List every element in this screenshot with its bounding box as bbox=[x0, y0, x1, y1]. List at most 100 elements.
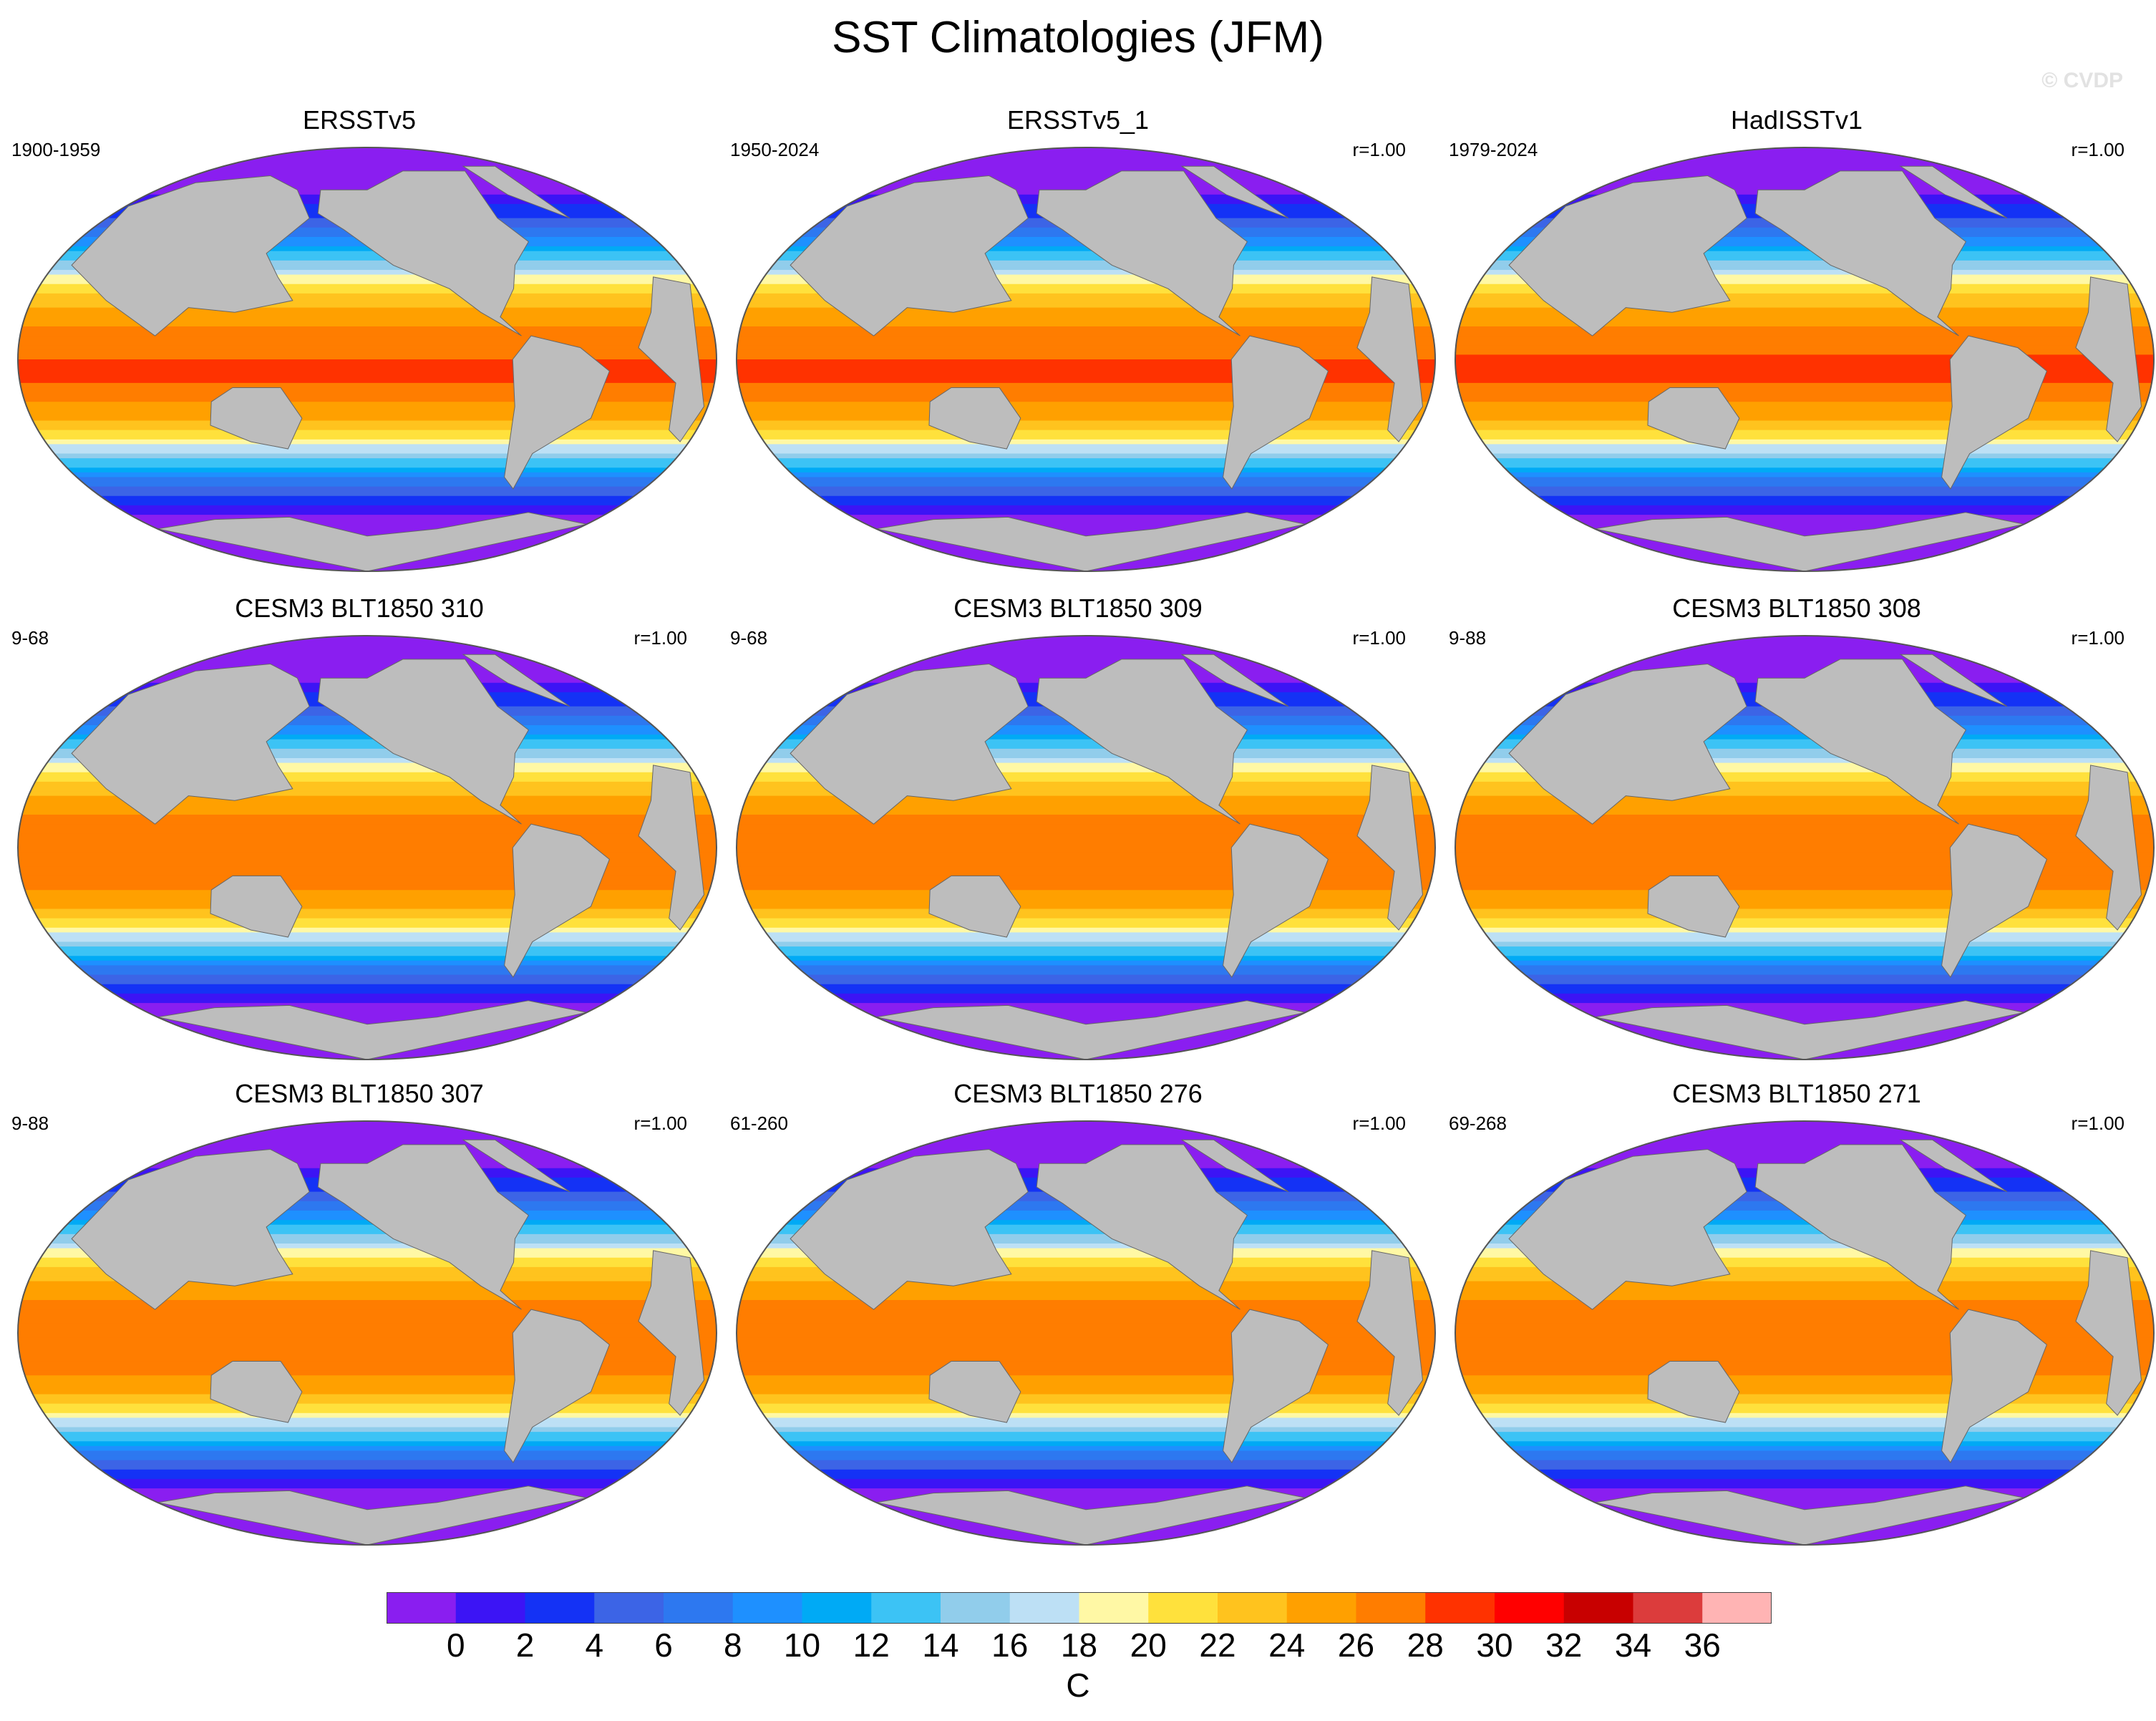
sst-band bbox=[1455, 762, 2154, 768]
sst-band bbox=[1455, 500, 2154, 506]
sst-band bbox=[18, 331, 717, 336]
sst-band bbox=[737, 326, 1435, 332]
sst-band bbox=[18, 903, 717, 910]
sst-band bbox=[1455, 923, 2154, 929]
panel-years: 9-68 bbox=[11, 627, 49, 649]
sst-band bbox=[737, 1290, 1435, 1296]
sst-band bbox=[1455, 1375, 2154, 1381]
sst-band bbox=[1455, 772, 2154, 777]
sst-band bbox=[1455, 1319, 2154, 1324]
land-antarctica bbox=[876, 1000, 1306, 1060]
sst-band bbox=[18, 1347, 717, 1352]
land-africa bbox=[1356, 765, 1424, 931]
map-panel: CESM3 BLT1850 307 9-88 r=1.00 bbox=[0, 1078, 719, 1572]
sst-band bbox=[18, 989, 717, 994]
sst-band bbox=[1455, 364, 2154, 369]
sst-band bbox=[1455, 491, 2154, 497]
map-panel: CESM3 BLT1850 271 69-268 r=1.00 bbox=[1437, 1078, 2156, 1572]
land-australia bbox=[928, 387, 1021, 450]
sst-band bbox=[1455, 524, 2154, 530]
sst-band bbox=[18, 491, 717, 497]
sst-band bbox=[18, 735, 717, 740]
sst-band bbox=[737, 814, 1435, 820]
land-south-america bbox=[504, 335, 610, 490]
sst-band bbox=[1455, 448, 2154, 455]
sst-band bbox=[1455, 411, 2154, 417]
sst-band bbox=[737, 876, 1435, 881]
sst-band bbox=[18, 936, 717, 943]
land-asia bbox=[71, 1148, 310, 1310]
land-south-america bbox=[504, 823, 610, 978]
sst-band bbox=[1455, 180, 2154, 186]
land-south-america bbox=[1941, 823, 2047, 978]
sst-band bbox=[737, 1352, 1435, 1357]
sst-band bbox=[737, 1498, 1435, 1503]
sst-band bbox=[1455, 251, 2154, 256]
sst-band bbox=[1455, 843, 2154, 848]
sst-band bbox=[1455, 1436, 2154, 1442]
map-outline bbox=[736, 635, 1436, 1060]
sst-band bbox=[737, 1286, 1435, 1291]
sst-band bbox=[1455, 1460, 2154, 1465]
sst-band bbox=[737, 965, 1435, 971]
land-south-america bbox=[1941, 1309, 2047, 1463]
sst-band bbox=[737, 472, 1435, 478]
sst-band bbox=[1455, 345, 2154, 351]
sst-band bbox=[1455, 444, 2154, 450]
sst-band bbox=[1455, 161, 2154, 167]
sst-band bbox=[18, 866, 717, 872]
sst-band bbox=[737, 640, 1435, 646]
sst-band bbox=[1455, 1347, 2154, 1352]
sst-band bbox=[737, 1450, 1435, 1456]
sst-band bbox=[1455, 1478, 2154, 1485]
sst-band bbox=[737, 890, 1435, 896]
sst-band bbox=[18, 1370, 717, 1376]
sst-band bbox=[1455, 326, 2154, 332]
sst-band bbox=[18, 420, 717, 426]
sst-band bbox=[1455, 1229, 2154, 1235]
sst-band bbox=[737, 979, 1435, 985]
sst-map bbox=[1455, 635, 2155, 1060]
land-asia bbox=[1508, 1148, 1747, 1310]
sst-band bbox=[18, 283, 717, 289]
sst-band bbox=[737, 1460, 1435, 1465]
sst-band bbox=[1455, 1276, 2154, 1282]
sst-band bbox=[18, 838, 717, 844]
chart-title: SST Climatologies (JFM) bbox=[832, 13, 1324, 62]
sst-band bbox=[1455, 1281, 2154, 1286]
sst-band bbox=[1455, 157, 2154, 163]
sst-band bbox=[18, 453, 717, 459]
sst-band bbox=[737, 1432, 1435, 1438]
sst-band bbox=[1455, 312, 2154, 318]
sst-band bbox=[1455, 645, 2154, 651]
sst-band bbox=[1455, 382, 2154, 389]
colorbar-segment bbox=[387, 1592, 457, 1624]
sst-band bbox=[1455, 824, 2154, 830]
sst-band bbox=[1455, 147, 2154, 153]
sst-band bbox=[737, 354, 1435, 360]
sst-band bbox=[1455, 965, 2154, 971]
colorbar-segment bbox=[664, 1592, 734, 1624]
sst-band bbox=[737, 435, 1435, 440]
sst-band bbox=[18, 1498, 717, 1503]
sst-band bbox=[737, 303, 1435, 309]
sst-band bbox=[18, 175, 717, 181]
sst-map bbox=[17, 147, 717, 572]
map-outline bbox=[1455, 635, 2155, 1060]
sst-band bbox=[18, 777, 717, 782]
sst-band bbox=[737, 1140, 1435, 1145]
sst-band bbox=[18, 1342, 717, 1348]
sst-band bbox=[1455, 1295, 2154, 1301]
map-outline bbox=[736, 1120, 1436, 1546]
sst-band bbox=[18, 927, 717, 933]
colorbar-segment bbox=[1286, 1592, 1356, 1624]
sst-band bbox=[18, 1130, 717, 1136]
sst-band bbox=[18, 1135, 717, 1140]
sst-band bbox=[1455, 1465, 2154, 1470]
sst-band bbox=[18, 1417, 717, 1423]
sst-band bbox=[18, 819, 717, 825]
sst-band bbox=[737, 307, 1435, 313]
sst-band bbox=[737, 180, 1435, 186]
colorbar-tick-label: 22 bbox=[1199, 1627, 1236, 1664]
sst-band bbox=[737, 819, 1435, 825]
